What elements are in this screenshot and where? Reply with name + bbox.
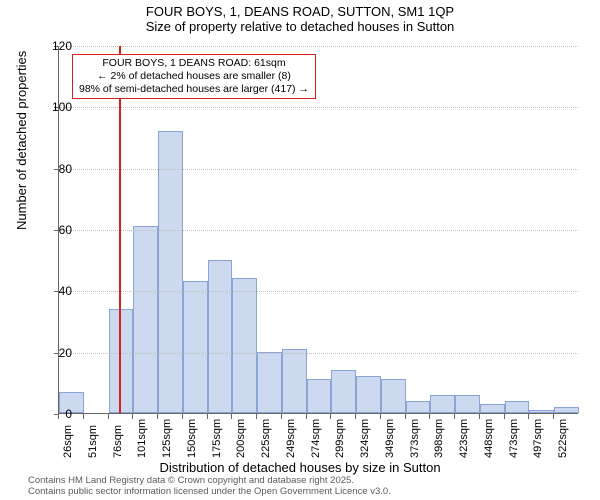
annotation-line3: 98% of semi-detached houses are larger (… [79,83,309,96]
x-tick-mark [83,414,84,419]
bar [257,352,282,413]
bar [307,379,332,413]
bar [158,131,183,413]
y-tick-label: 60 [32,223,72,237]
bar [133,226,158,413]
gridline [59,353,578,354]
x-tick-label: 423sqm [458,419,470,458]
marker-line-el [119,46,121,413]
chart-container: FOUR BOYS, 1, DEANS ROAD, SUTTON, SM1 1Q… [0,0,600,500]
y-tick-label: 80 [32,162,72,176]
bar [208,260,233,413]
chart-title-line1: FOUR BOYS, 1, DEANS ROAD, SUTTON, SM1 1Q… [0,4,600,19]
x-tick-label: 473sqm [508,419,520,458]
bar [356,376,381,413]
x-tick-mark [132,414,133,419]
footer-line2: Contains public sector information licen… [28,487,391,498]
x-tick-label: 448sqm [483,419,495,458]
x-tick-label: 101sqm [136,419,148,458]
x-tick-label: 274sqm [310,419,322,458]
bar [331,370,356,413]
bar [406,401,431,413]
x-tick-label: 373sqm [409,419,421,458]
x-tick-mark [182,414,183,419]
gridline [59,107,578,108]
bar [505,401,530,413]
y-axis-label: Number of detached properties [14,51,29,230]
x-tick-mark [306,414,307,419]
x-tick-label: 26sqm [62,425,74,458]
x-tick-mark [58,414,59,419]
x-tick-mark [429,414,430,419]
gridline [59,169,578,170]
y-tick-label: 20 [32,346,72,360]
x-tick-mark [108,414,109,419]
x-tick-mark [355,414,356,419]
x-tick-label: 249sqm [285,419,297,458]
bar [183,281,208,413]
plot-area [58,46,578,414]
footer-note: Contains HM Land Registry data © Crown c… [28,476,391,498]
x-tick-mark [256,414,257,419]
bar [381,379,406,413]
x-tick-mark [207,414,208,419]
bar [282,349,307,413]
x-axis-label: Distribution of detached houses by size … [0,460,600,475]
x-tick-mark [231,414,232,419]
x-tick-label: 324sqm [359,419,371,458]
bar [232,278,257,413]
x-tick-mark [553,414,554,419]
gridline [59,230,578,231]
x-tick-mark [281,414,282,419]
x-tick-mark [454,414,455,419]
gridline [59,291,578,292]
x-tick-label: 349sqm [384,419,396,458]
x-tick-mark [405,414,406,419]
x-tick-label: 76sqm [112,425,124,458]
bar [529,410,554,413]
x-tick-label: 125sqm [161,419,173,458]
x-tick-label: 225sqm [260,419,272,458]
annotation-line1: FOUR BOYS, 1 DEANS ROAD: 61sqm [79,57,309,70]
x-tick-label: 175sqm [211,419,223,458]
x-tick-mark [504,414,505,419]
bar [430,395,455,413]
x-tick-label: 522sqm [557,419,569,458]
y-tick-label: 40 [32,284,72,298]
y-tick-label: 120 [32,39,72,53]
bar [455,395,480,413]
x-tick-mark [330,414,331,419]
chart-title-block: FOUR BOYS, 1, DEANS ROAD, SUTTON, SM1 1Q… [0,0,600,34]
x-tick-mark [479,414,480,419]
x-tick-mark [157,414,158,419]
gridline [59,46,578,47]
x-tick-mark [528,414,529,419]
x-tick-label: 200sqm [235,419,247,458]
x-tick-label: 497sqm [532,419,544,458]
y-tick-label: 100 [32,100,72,114]
annotation-box: FOUR BOYS, 1 DEANS ROAD: 61sqm ← 2% of d… [72,54,316,99]
bar [480,404,505,413]
chart-title-line2: Size of property relative to detached ho… [0,19,600,34]
bar [554,407,579,413]
x-tick-label: 398sqm [433,419,445,458]
x-tick-mark [380,414,381,419]
x-tick-label: 299sqm [334,419,346,458]
x-tick-label: 150sqm [186,419,198,458]
x-tick-label: 51sqm [87,425,99,458]
annotation-line2: ← 2% of detached houses are smaller (8) [79,70,309,83]
